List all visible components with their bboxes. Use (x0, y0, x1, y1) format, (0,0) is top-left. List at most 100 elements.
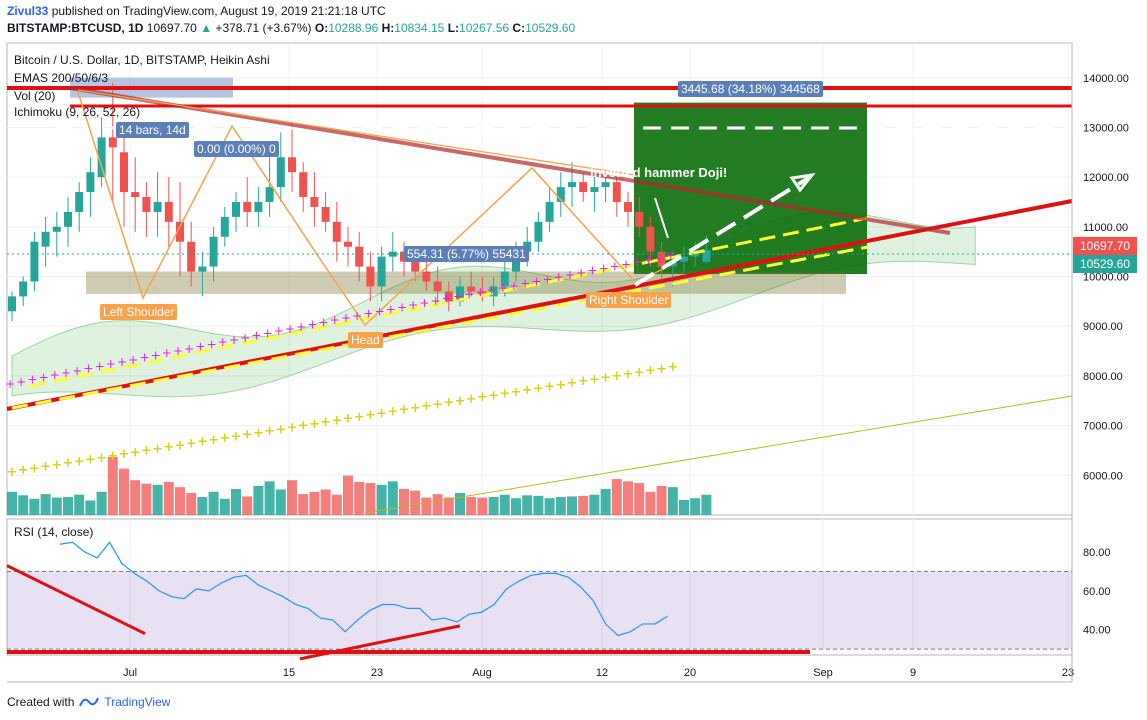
candle-body-20 (232, 201, 240, 217)
ema-dot-magenta-20: + (229, 333, 239, 347)
volume-bar-40 (455, 492, 465, 515)
mid-box: 554.31 (5.77%) 55431 (404, 246, 529, 262)
ema-dot-magenta-15: + (173, 344, 183, 358)
ema-dot-olive-54: + (611, 369, 622, 384)
volume-bar-13 (152, 484, 163, 515)
ema-dot-olive-55: + (623, 367, 634, 382)
ema-dot-olive-22: + (253, 426, 264, 441)
volume-bar-3 (40, 494, 51, 515)
ema-dot-olive-46: + (522, 383, 533, 398)
volume-bar-50 (567, 496, 577, 515)
y-tick-8: 14000.00 (1083, 73, 1129, 85)
ema-dot-magenta-33: + (375, 305, 385, 319)
ema-dot-magenta-0: + (5, 377, 15, 391)
candle-body-24 (276, 157, 285, 188)
prev-close-tag: 10529.60 (1073, 255, 1137, 273)
ema-dot-olive-20: + (231, 429, 242, 444)
yellow-channel-low (11, 245, 869, 410)
ema-dot-magenta-23: + (263, 326, 273, 340)
ema-dot-magenta-55: + (621, 257, 631, 271)
ema-dot-olive-8: + (96, 451, 107, 466)
candle-body-33 (377, 256, 386, 287)
ema-dot-olive-30: + (343, 412, 354, 427)
ema-dot-olive-53: + (600, 371, 611, 386)
ema-dot-magenta-43: + (487, 283, 497, 297)
created-with-text: Created with (7, 695, 75, 709)
legend-title[interactable]: Bitcoin / U.S. Dollar, 1D, BITSTAMP, Hei… (14, 53, 270, 67)
rsi-divergence-left (6, 564, 146, 635)
y-tick-3: 9000.00 (1083, 321, 1123, 333)
candle-body-62 (702, 250, 711, 263)
footer: Created with TradingView (7, 695, 170, 709)
measure-top-box: 3445.68 (34.18%) 344568 (678, 81, 823, 97)
volume-bar-14 (163, 481, 174, 515)
ema200-line (364, 395, 1073, 514)
legend-vol[interactable]: Vol (20) (14, 89, 56, 103)
volume-bar-54 (611, 479, 622, 515)
candle-body-44 (500, 271, 509, 287)
candle-body-39 (444, 291, 453, 302)
candle-body-53 (601, 182, 610, 188)
volume-bar-16 (186, 492, 197, 515)
candle-body-60 (680, 256, 688, 262)
ema-dot-olive-57: + (645, 364, 656, 379)
hs-upper-line (77, 89, 636, 176)
ema-dot-olive-28: + (320, 415, 331, 430)
ema-dot-olive-35: + (399, 403, 410, 418)
ema-dot-olive-19: + (219, 431, 230, 446)
ema-dot-olive-15: + (175, 438, 186, 453)
ema-dot-olive-56: + (634, 365, 645, 380)
volume-bar-47 (533, 495, 544, 515)
candle-body-30 (344, 241, 352, 247)
candle-body-29 (332, 221, 341, 242)
volume-bar-5 (63, 497, 73, 515)
volume-bar-55 (623, 481, 633, 515)
ema-dot-magenta-54: + (610, 259, 620, 273)
head-label: Head (348, 332, 383, 348)
projection-arrowhead (789, 172, 816, 193)
candle-body-49 (556, 187, 565, 202)
ema-dot-olive-24: + (275, 422, 286, 437)
ema-dot-olive-7: + (85, 453, 96, 468)
ema-dot-olive-58: + (656, 362, 667, 377)
ema-dot-olive-48: + (544, 380, 555, 395)
ema-dot-magenta-35: + (397, 300, 407, 314)
legend-ichimoku[interactable]: Ichimoku (9, 26, 52, 26) (14, 105, 141, 119)
legend-emas[interactable]: EMAS 200/50/6/3 (14, 71, 109, 85)
candle-body-52 (590, 187, 599, 193)
bars-box: 14 bars, 14d (116, 122, 189, 138)
candle-body-0 (8, 296, 16, 312)
legend-rsi[interactable]: RSI (14, close) (14, 525, 94, 539)
volume-bar-42 (477, 497, 488, 515)
candle-body-37 (422, 271, 431, 282)
ema-dot-magenta-29: + (330, 313, 340, 327)
ema-dot-olive-59: + (667, 360, 678, 375)
y-tick-2: 8000.00 (1083, 371, 1123, 383)
ema-dot-olive-33: + (376, 406, 387, 421)
candle-body-3 (41, 231, 50, 247)
ema-dot-magenta-3: + (39, 370, 49, 384)
x-tick-3: Aug (472, 667, 492, 679)
x-tick-2: 23 (371, 667, 383, 679)
ema-dot-magenta-24: + (274, 324, 284, 338)
candle-body-21 (243, 201, 252, 212)
ema-dot-olive-16: + (186, 437, 197, 452)
ema-dot-magenta-46: + (520, 277, 530, 291)
volume-bar-17 (197, 497, 208, 515)
ema-dot-magenta-45: + (509, 279, 519, 293)
doji-pointer (654, 197, 669, 239)
candle-body-36 (411, 261, 420, 272)
x-tick-8: 23 (1062, 667, 1074, 679)
tradingview-brand[interactable]: TradingView (104, 695, 171, 709)
candle-body-56 (635, 211, 644, 227)
author-link[interactable]: Zivul33 (7, 4, 49, 18)
high-label: H: (381, 21, 395, 35)
volume-bar-27 (309, 491, 320, 515)
volume-bar-38 (432, 494, 443, 515)
candle-body-48 (545, 201, 554, 222)
ema-dot-magenta-50: + (565, 268, 575, 282)
candle-body-2 (30, 241, 39, 282)
tradingview-logo-icon (79, 697, 100, 707)
volume-bar-60 (679, 499, 689, 515)
